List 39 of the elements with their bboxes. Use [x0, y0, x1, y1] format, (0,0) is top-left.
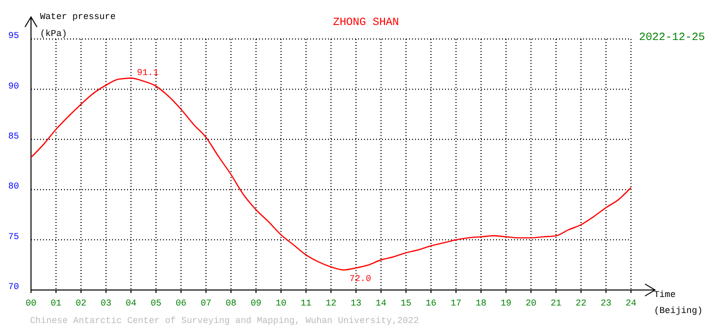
- x-tick-label: 13: [350, 298, 362, 308]
- chart-title: ZHONG SHAN: [332, 17, 400, 29]
- y-tick-label: 70: [8, 282, 19, 292]
- x-tick-label: 17: [450, 298, 462, 308]
- x-tick-label: 15: [400, 298, 412, 308]
- annotation: 91.1: [137, 68, 159, 78]
- x-tick-label: 03: [100, 298, 112, 308]
- x-tick-label: 24: [626, 298, 636, 308]
- x-tick-label: 19: [500, 298, 512, 308]
- x-tick-label: 10: [276, 298, 286, 308]
- annotation: 72.0: [350, 274, 372, 284]
- x-tick-label: 11: [300, 298, 312, 308]
- text: 2022-12-25: [638, 32, 705, 44]
- text: Chinese Antarctic Center of Surveying and Mapping, Wuhan University,2022: [30, 316, 419, 326]
- x-tick-label: 07: [200, 298, 212, 308]
- x-tick-label: 22: [576, 298, 586, 308]
- x-tick-label: 21: [550, 298, 562, 308]
- x-tick-label: 05: [150, 298, 162, 308]
- x-tick-label: 06: [176, 298, 186, 308]
- x-tick-label: 18: [476, 298, 486, 308]
- y-tick-label: 90: [8, 81, 19, 92]
- y-tick-label: 80: [8, 182, 19, 192]
- x-tick-label: 04: [126, 298, 136, 308]
- x-tick-label: 08: [226, 298, 236, 308]
- y-tick-label: 85: [8, 132, 19, 142]
- x-tick-label: 20: [526, 298, 536, 308]
- x-tick-label: 09: [250, 298, 262, 308]
- y-tick-label: 75: [8, 232, 19, 242]
- x-tick-label: 00: [26, 298, 36, 308]
- x-tick-label: 01: [50, 298, 62, 308]
- x-tick-label: 12: [326, 298, 336, 308]
- x-axis-title: Time (Beijing): [654, 290, 703, 316]
- y-tick-label: 95: [8, 31, 19, 42]
- x-tick-label: 23: [600, 298, 612, 308]
- x-tick-label: 16: [426, 298, 436, 308]
- x-tick-label: 02: [76, 298, 86, 308]
- y-axis-title: Water pressure (kPa): [40, 12, 116, 39]
- line-series: [30, 78, 632, 271]
- x-tick-label: 14: [376, 298, 386, 308]
